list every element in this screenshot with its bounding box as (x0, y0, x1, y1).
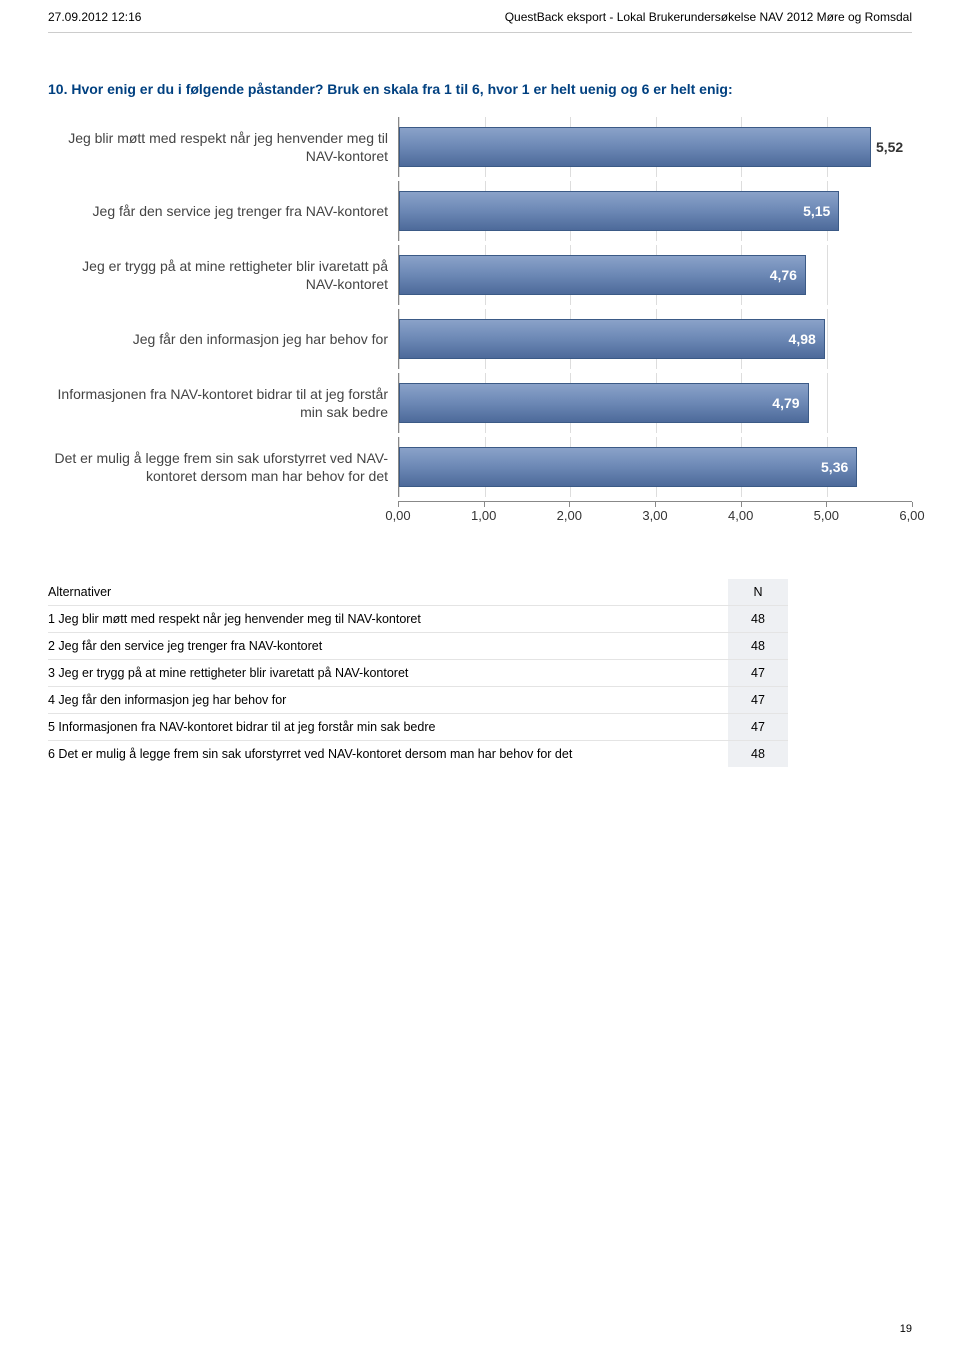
chart-row: Jeg er trygg på at mine rettigheter blir… (48, 245, 912, 305)
page-number: 19 (900, 1323, 912, 1335)
axis-tick: 2,00 (557, 508, 582, 523)
chart-bar-label: Jeg får den service jeg trenger fra NAV-… (48, 181, 398, 241)
chart-bar-area: 5,52 (398, 117, 912, 177)
chart-bar-value: 4,79 (772, 395, 799, 411)
page-header: 27.09.2012 12:16 QuestBack eksport - Lok… (48, 10, 912, 33)
table-header-row: Alternativer N (48, 579, 788, 605)
axis-tick: 3,00 (642, 508, 667, 523)
page: 27.09.2012 12:16 QuestBack eksport - Lok… (0, 0, 960, 1351)
table-cell-n: 48 (728, 633, 788, 659)
table-cell-label: 1 Jeg blir møtt med respekt når jeg henv… (48, 606, 728, 632)
table-cell-label: 6 Det er mulig å legge frem sin sak ufor… (48, 741, 728, 767)
table-row: 5 Informasjonen fra NAV-kontoret bidrar … (48, 713, 788, 740)
axis-tick: 4,00 (728, 508, 753, 523)
chart-bar-label: Jeg blir møtt med respekt når jeg henven… (48, 117, 398, 177)
chart-bar-area: 4,79 (398, 373, 912, 433)
chart-bar-area: 4,76 (398, 245, 912, 305)
chart-bar-value: 5,36 (821, 459, 848, 475)
table-header-alt: Alternativer (48, 579, 728, 605)
chart-row: Jeg får den informasjon jeg har behov fo… (48, 309, 912, 369)
table-cell-label: 2 Jeg får den service jeg trenger fra NA… (48, 633, 728, 659)
chart-bar-label: Jeg er trygg på at mine rettigheter blir… (48, 245, 398, 305)
table-cell-label: 3 Jeg er trygg på at mine rettigheter bl… (48, 660, 728, 686)
header-title: QuestBack eksport - Lokal Brukerundersøk… (505, 10, 912, 24)
chart-bar: 4,79 (399, 383, 809, 423)
data-table: Alternativer N 1 Jeg blir møtt med respe… (48, 579, 788, 767)
chart-bar-area: 5,36 (398, 437, 912, 497)
table-cell-n: 48 (728, 606, 788, 632)
table-header-n: N (728, 579, 788, 605)
chart-row: Jeg får den service jeg trenger fra NAV-… (48, 181, 912, 241)
table-row: 4 Jeg får den informasjon jeg har behov … (48, 686, 788, 713)
axis-tick: 5,00 (814, 508, 839, 523)
chart-bar-value: 4,76 (770, 267, 797, 283)
table-cell-n: 47 (728, 660, 788, 686)
table-cell-label: 4 Jeg får den informasjon jeg har behov … (48, 687, 728, 713)
chart-row: Informasjonen fra NAV-kontoret bidrar ti… (48, 373, 912, 433)
chart-axis: 0,001,002,003,004,005,006,00 (48, 501, 912, 531)
table-cell-n: 47 (728, 714, 788, 740)
chart-bar-value: 5,52 (870, 139, 903, 155)
chart-bar-area: 4,98 (398, 309, 912, 369)
chart-row: Det er mulig å legge frem sin sak uforst… (48, 437, 912, 497)
table-row: 1 Jeg blir møtt med respekt når jeg henv… (48, 605, 788, 632)
table-cell-n: 47 (728, 687, 788, 713)
table-row: 2 Jeg får den service jeg trenger fra NA… (48, 632, 788, 659)
chart-bar-label: Informasjonen fra NAV-kontoret bidrar ti… (48, 373, 398, 433)
axis-tick: 6,00 (899, 508, 924, 523)
chart-bar-area: 5,15 (398, 181, 912, 241)
table-row: 6 Det er mulig å legge frem sin sak ufor… (48, 740, 788, 767)
chart-bar: 5,15 (399, 191, 839, 231)
chart-bar-label: Det er mulig å legge frem sin sak uforst… (48, 437, 398, 497)
chart-bar-label: Jeg får den informasjon jeg har behov fo… (48, 309, 398, 369)
table-row: 3 Jeg er trygg på at mine rettigheter bl… (48, 659, 788, 686)
chart-bar-value: 5,15 (803, 203, 830, 219)
table-cell-n: 48 (728, 741, 788, 767)
chart-bar: 5,52 (399, 127, 871, 167)
question-title: 10. Hvor enig er du i følgende påstander… (48, 81, 912, 97)
chart-row: Jeg blir møtt med respekt når jeg henven… (48, 117, 912, 177)
chart-bar: 4,98 (399, 319, 825, 359)
chart-bar-value: 4,98 (789, 331, 816, 347)
table-cell-label: 5 Informasjonen fra NAV-kontoret bidrar … (48, 714, 728, 740)
header-timestamp: 27.09.2012 12:16 (48, 10, 141, 24)
axis-tick: 1,00 (471, 508, 496, 523)
chart-bar: 4,76 (399, 255, 806, 295)
axis-tick: 0,00 (385, 508, 410, 523)
chart-bar: 5,36 (399, 447, 857, 487)
bar-chart: Jeg blir møtt med respekt når jeg henven… (48, 117, 912, 531)
